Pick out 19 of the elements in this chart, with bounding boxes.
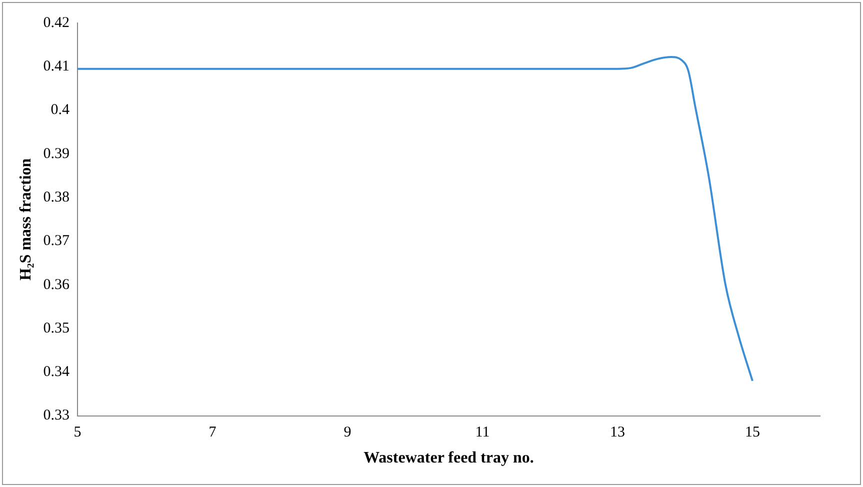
x-axis-title: Wastewater feed tray no. — [364, 450, 534, 467]
y-tick-label: 0.4 — [50, 102, 70, 118]
y-tick-label: 0.35 — [43, 320, 70, 336]
y-tick-label: 0.36 — [43, 276, 70, 293]
y-tick-label: 0.33 — [43, 408, 70, 424]
x-tick-label: 13 — [610, 424, 625, 441]
x-tick-label: 7 — [208, 424, 217, 441]
y-tick-label: 0.41 — [43, 58, 70, 75]
y-tick-label: 0.37 — [43, 233, 70, 250]
x-tick-label: 15 — [744, 424, 760, 441]
y-tick-label: 0.42 — [43, 14, 70, 31]
line-series — [77, 56, 754, 382]
y-tick-label: 0.39 — [43, 146, 70, 162]
x-tick-label: 5 — [74, 424, 82, 441]
y-tick-label: 0.38 — [43, 190, 70, 206]
x-tick-label: 11 — [475, 424, 490, 441]
x-tick-label: 9 — [344, 424, 352, 441]
y-tick-label: 0.34 — [43, 364, 70, 380]
y-axis-title: H₂S mass fraction — [18, 158, 35, 280]
